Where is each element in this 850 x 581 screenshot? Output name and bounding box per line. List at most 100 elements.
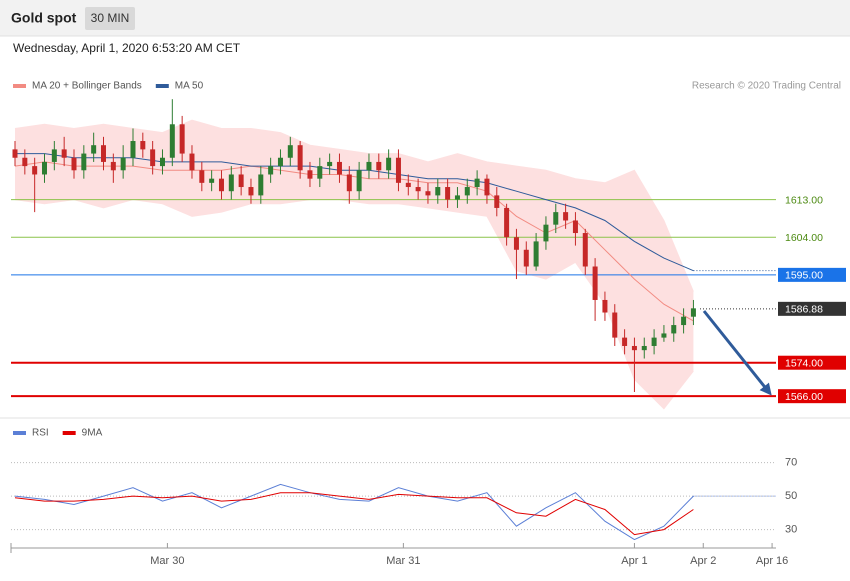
candle-body (494, 195, 500, 208)
level-box (778, 301, 846, 316)
forecast-arrow (702, 310, 772, 396)
candle-body (336, 161, 342, 175)
timeframe-badge[interactable] (85, 7, 135, 30)
candle-body (425, 191, 431, 196)
candle-body (464, 187, 470, 196)
legend-label: MA 50 (175, 81, 204, 92)
candle-body (297, 145, 303, 171)
candle-body (228, 174, 234, 192)
candle-body (12, 149, 18, 158)
indicator-line (14, 492, 694, 536)
header-bar (0, 0, 850, 36)
candle-body (199, 170, 205, 183)
candle-body (523, 249, 529, 267)
candle-body (366, 161, 372, 171)
level-label: 1595.00 (785, 270, 823, 282)
candle-body (287, 145, 293, 158)
candle-body (179, 124, 185, 154)
candle-body (454, 195, 460, 200)
candle-body (51, 149, 57, 162)
legend-label: MA 20 + Bollinger Bands (32, 81, 142, 92)
x-tick-label: Mar 30 (150, 555, 184, 567)
y-tick-label: 70 (785, 456, 797, 468)
level-label: 1586.88 (785, 304, 823, 316)
candle-body (346, 174, 352, 192)
legend-swatch (62, 431, 76, 435)
candle-body (553, 212, 559, 225)
level-label: 1566.00 (785, 391, 823, 403)
candle-body (602, 299, 608, 313)
candle-body (631, 345, 637, 351)
legend-swatch (155, 84, 169, 88)
candle-body (641, 345, 647, 351)
candle-body (415, 187, 421, 192)
candle-body (661, 333, 667, 338)
candle-body (159, 157, 165, 167)
candle-body (71, 157, 77, 171)
level-label: 1604.00 (785, 232, 823, 244)
level-label: 1574.00 (785, 357, 823, 369)
candle-body (81, 153, 87, 171)
candle-body (395, 157, 401, 183)
candle-body (189, 153, 195, 171)
ma-line (15, 153, 694, 272)
candle-body (474, 178, 480, 188)
candle-body (622, 337, 628, 346)
candle-body (690, 308, 696, 317)
candle-body (110, 161, 116, 171)
candle-body (582, 233, 588, 267)
x-tick-label: Apr 16 (756, 555, 788, 567)
y-tick-label: 50 (785, 490, 797, 502)
candle-body (307, 170, 313, 179)
candle-body (61, 149, 67, 158)
candle-body (356, 170, 362, 192)
candle-body (484, 178, 490, 196)
candle-body (563, 212, 569, 221)
candle-body (533, 241, 539, 267)
candle-body (317, 166, 323, 179)
title: Gold spot (11, 10, 77, 26)
x-tick-label: Apr 2 (690, 555, 716, 567)
candle-body (150, 149, 156, 167)
candle-body (209, 178, 215, 183)
candle-body (435, 187, 441, 196)
level-box (778, 389, 846, 404)
ma-line (14, 161, 694, 322)
candle-body (238, 174, 244, 188)
candle-body (91, 145, 97, 154)
level-box (778, 267, 846, 282)
candle-body (169, 124, 175, 158)
candle-body (592, 266, 598, 300)
candle-body (386, 157, 392, 171)
x-tick-label: Apr 1 (621, 555, 647, 567)
candle-body (612, 312, 618, 338)
candle-body (543, 224, 549, 242)
bollinger-band (15, 120, 694, 409)
timestamp: Wednesday, April 1, 2020 6:53:20 AM CET (13, 41, 241, 55)
timeframe[interactable]: 30 MIN (91, 11, 130, 25)
x-tick-label: Mar 31 (386, 555, 420, 567)
indicator-line (14, 483, 694, 541)
credit: Research © 2020 Trading Central (692, 81, 841, 92)
candle-body (22, 157, 28, 167)
candle-body (41, 161, 47, 175)
candle-body (671, 325, 677, 334)
candle-body (32, 166, 38, 175)
candle-body (268, 166, 274, 175)
candle-body (445, 187, 451, 200)
candle-body (218, 178, 224, 192)
candle-body (140, 141, 146, 150)
candle-body (258, 174, 264, 196)
y-tick-label: 30 (785, 523, 797, 535)
candle-body (130, 141, 136, 158)
plot: MA 20 + Bollinger Bands MA 50 Research © 2… (10, 81, 846, 567)
candle-body (248, 187, 254, 196)
candle-body (405, 182, 411, 188)
candle-body (513, 237, 519, 250)
legend-label: 9MA (82, 428, 103, 439)
candle-body (100, 145, 106, 162)
candle-body (681, 316, 687, 326)
bollinger-lower (14, 199, 694, 410)
